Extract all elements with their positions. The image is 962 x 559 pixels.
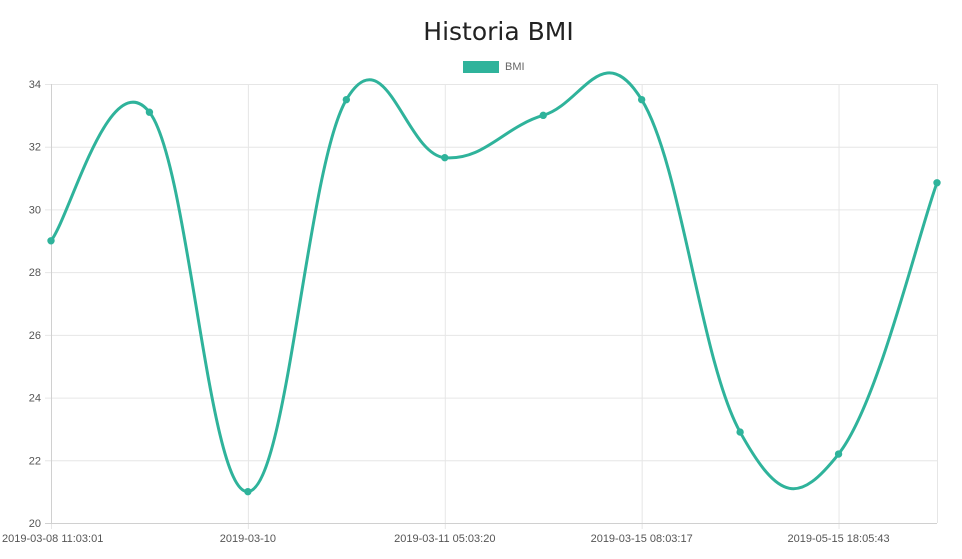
- legend[interactable]: BMI: [463, 61, 525, 73]
- y-tick-label: 28: [29, 267, 41, 279]
- legend-swatch-bmi: [463, 61, 499, 73]
- y-tick-label: 20: [29, 518, 41, 530]
- data-point: [441, 153, 449, 162]
- x-tick-label: 2019-03-11 05:03:20: [394, 533, 495, 545]
- y-tick-label: 34: [29, 79, 41, 91]
- chart-title: Historia BMI: [423, 17, 574, 46]
- data-point: [145, 108, 154, 116]
- legend-label-bmi: BMI: [505, 61, 525, 73]
- y-tick-label: 26: [29, 330, 41, 342]
- data-point: [736, 428, 744, 436]
- y-tick-label: 32: [29, 142, 41, 154]
- data-point: [244, 487, 252, 496]
- data-point: [834, 450, 843, 458]
- data-point: [539, 111, 547, 120]
- data-point: [47, 237, 55, 245]
- y-tick-label: 30: [29, 204, 41, 216]
- series-line-bmi: [49, 71, 939, 494]
- data-point: [342, 95, 351, 104]
- y-tick-label: 24: [29, 393, 41, 405]
- x-tick-label: 2019-03-15 08:03:17: [591, 533, 693, 545]
- x-tick-label: 2019-05-15 18:05:43: [787, 533, 889, 545]
- x-tick-label: 2019-03-08 11:03:01: [2, 533, 103, 545]
- data-point: [933, 179, 941, 187]
- y-tick-label: 22: [29, 455, 41, 467]
- data-point: [637, 95, 646, 104]
- x-tick-label: 2019-03-10: [220, 533, 276, 545]
